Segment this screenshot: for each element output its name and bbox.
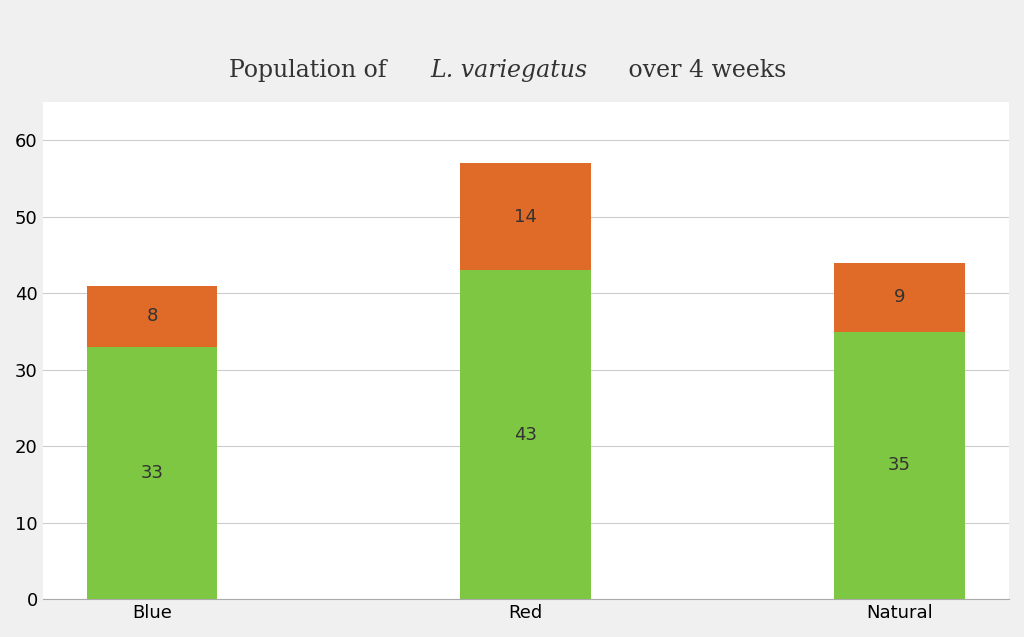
Bar [835, 262, 965, 332]
Text: 14: 14 [514, 208, 538, 226]
Text: 9: 9 [894, 288, 905, 306]
Text: Population of: Population of [229, 59, 394, 82]
Text: 8: 8 [146, 307, 158, 326]
Text: 33: 33 [140, 464, 164, 482]
Bar [835, 332, 965, 599]
Bar [461, 270, 591, 599]
Bar [87, 285, 217, 347]
Text: 35: 35 [888, 456, 911, 475]
Text: 43: 43 [514, 426, 538, 444]
Bar [461, 163, 591, 270]
Bar [87, 347, 217, 599]
Text: L. variegatus: L. variegatus [430, 59, 587, 82]
Text: over 4 weeks: over 4 weeks [622, 59, 786, 82]
